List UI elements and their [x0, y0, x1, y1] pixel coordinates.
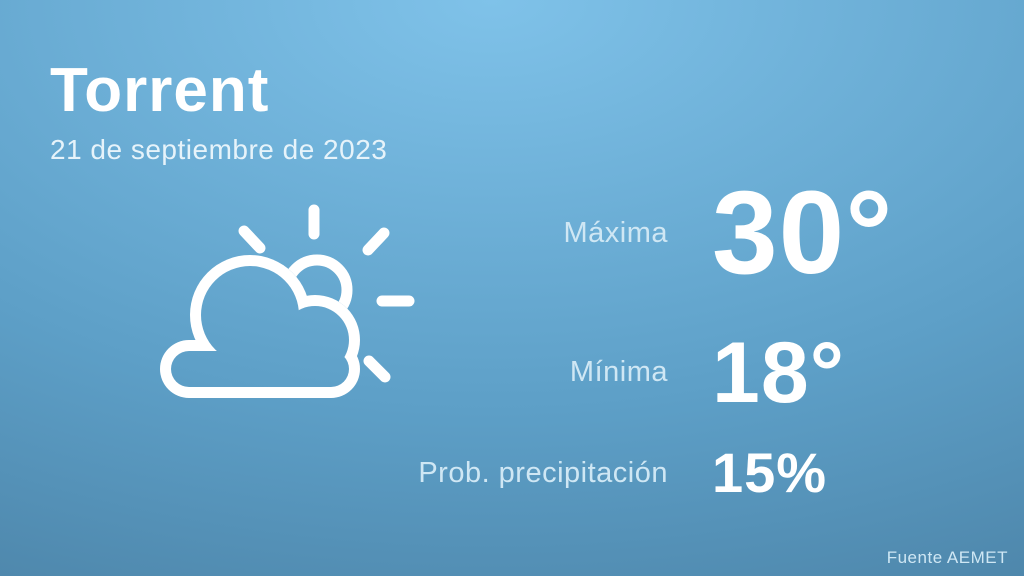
- source-attribution: Fuente AEMET: [886, 548, 1008, 567]
- forecast-date: 21 de septiembre de 2023: [50, 134, 388, 165]
- header: Torrent 21 de septiembre de 2023: [50, 60, 387, 166]
- metric-row-precipitation: Prob. precipitación 15%: [0, 437, 1024, 509]
- metric-row-minima: Mínima 18°: [0, 325, 1024, 420]
- metric-row-maxima: Máxima 30°: [0, 172, 1024, 294]
- sun-behind-cloud-icon: [155, 200, 420, 410]
- maxima-value: 30°: [712, 167, 894, 299]
- location-title: Torrent: [50, 56, 270, 125]
- minima-value: 18°: [712, 324, 846, 421]
- precipitation-value: 15%: [712, 441, 828, 504]
- minima-label: Mínima: [569, 356, 668, 388]
- maxima-label: Máxima: [563, 216, 668, 249]
- precipitation-label: Prob. precipitación: [418, 456, 668, 489]
